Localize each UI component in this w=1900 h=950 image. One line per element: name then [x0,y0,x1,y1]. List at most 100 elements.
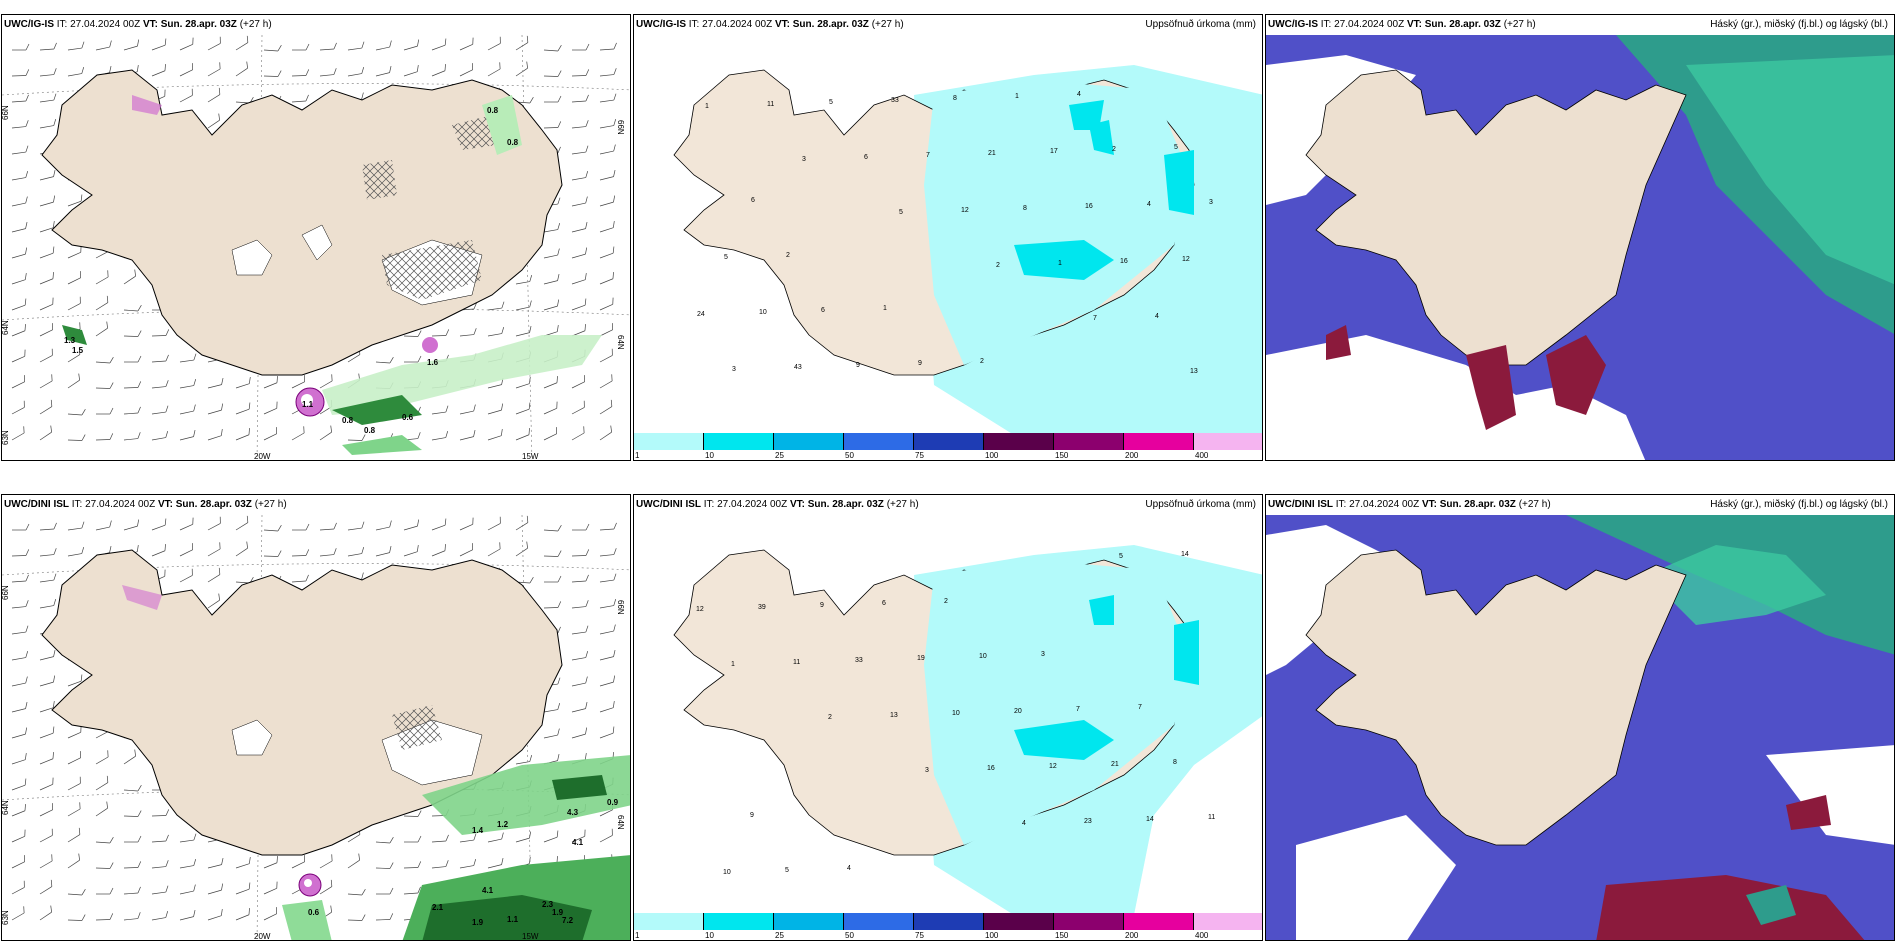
panel-header: UWC/IG-IS IT: 27.04.2024 00Z VT: Sun. 28… [636,19,904,30]
wind-barb [11,221,28,233]
wind-barb [67,194,83,207]
wind-barb [515,325,532,337]
wind-barb [543,427,557,441]
precip-value: 5 [1174,144,1178,151]
colorbar-tick: 75 [915,451,924,460]
wind-barb [543,728,560,739]
precip-value: 11 [793,659,800,666]
wind-barb [515,515,529,531]
precip-label: 4.1 [572,838,584,847]
wind-barb [515,61,528,77]
precip-value: 21 [1111,761,1119,768]
wind-barb [39,297,54,311]
precip-value: 2 [996,262,1000,269]
wind-barb [39,548,57,557]
precip-label: 1.1 [507,915,519,924]
wind-barb [123,406,141,415]
wind-barb [375,545,392,557]
wind-barb [431,860,449,869]
colorbar-tick: 200 [1125,931,1139,940]
wind-barb [95,40,112,51]
wind-barb [67,67,85,77]
precip-value: 14 [1146,816,1154,823]
wind-barb [11,272,27,285]
wind-barb [151,38,167,51]
wind-barb [599,425,612,441]
iceland-land [41,69,563,376]
wind-barb [375,40,392,51]
wind-barb [95,862,114,869]
colorbar-tick: 100 [985,451,999,460]
wind-barb [375,65,392,77]
precip-value: 7 [1093,315,1097,322]
wind-barb [403,544,419,557]
cloud-title: Háský (gr.), miðský (fj.bl.) og lágský (… [1710,499,1888,510]
wind-barb [375,520,392,531]
wind-barb [179,379,197,389]
precip-value: 33 [855,657,863,664]
panel-header: UWC/DINI ISL IT: 27.04.2024 00Z VT: Sun.… [1268,499,1551,510]
wind-barb [11,145,29,155]
colorbar-segment [634,433,704,450]
panel-top-wind: UWC/IG-IS IT: 27.04.2024 00Z VT: Sun. 28… [1,14,631,461]
colorbar-tick: 150 [1055,451,1069,460]
wind-barb [459,543,473,557]
wind-barb [543,703,561,713]
wind-barb [11,778,27,791]
wind-barb [39,522,57,531]
wind-barb [11,120,29,129]
precip-label: 1.3 [64,336,76,345]
wind-barb [431,405,449,415]
wind-barb [67,802,81,817]
wind-barb [599,272,614,285]
precip-value: 1 [883,305,887,312]
wind-barb [67,725,82,739]
svg-text:64N: 64N [616,815,625,830]
wind-barb [571,625,589,635]
wind-barb [376,887,394,895]
precip-value: 11 [1208,814,1215,821]
precip-value: 16 [1085,203,1093,210]
wind-barb [431,834,449,843]
precip-label: 0.8 [487,106,499,115]
wind-barb [291,549,310,557]
precip-value: 5 [724,254,728,261]
wind-barb [151,911,169,921]
wind-barb [404,355,422,363]
wind-barb [459,833,477,843]
wind-barb [151,380,169,389]
precip-value: 9 [820,602,824,609]
colorbar-segment [774,433,844,450]
wind-barb [179,833,197,843]
wind-barb [39,93,57,103]
wind-barb [39,220,55,233]
wind-barb [39,68,57,77]
wind-barb [235,376,251,389]
panel-header: UWC/DINI ISL IT: 27.04.2024 00Z VT: Sun.… [4,499,287,510]
panel-header: UWC/DINI ISL IT: 27.04.2024 00Z VT: Sun.… [636,499,919,510]
wind-barb [39,599,57,609]
wind-barb [39,169,56,181]
wind-barb [11,727,28,739]
wind-barb [124,835,142,843]
wind-barb [544,575,562,583]
wind-barb [207,542,221,557]
colorbar-tick: 150 [1055,931,1069,940]
wind-barb [123,269,136,285]
wind-barb [459,63,473,77]
wind-barb [487,857,504,869]
wind-barb [263,70,282,77]
wind-barb [487,36,501,51]
wind-barb [571,426,585,441]
precip-value: 3 [732,366,736,373]
wind-barb [207,113,220,129]
colorbar-tick: 25 [775,931,784,940]
wind-barb [544,95,562,103]
wind-barb [543,70,562,77]
wind-barb [235,428,250,441]
precip-value: 3 [925,767,929,774]
wind-barb [571,549,590,557]
wind-barb [12,523,30,531]
wind-barb [599,649,616,661]
wind-barb [95,775,109,791]
